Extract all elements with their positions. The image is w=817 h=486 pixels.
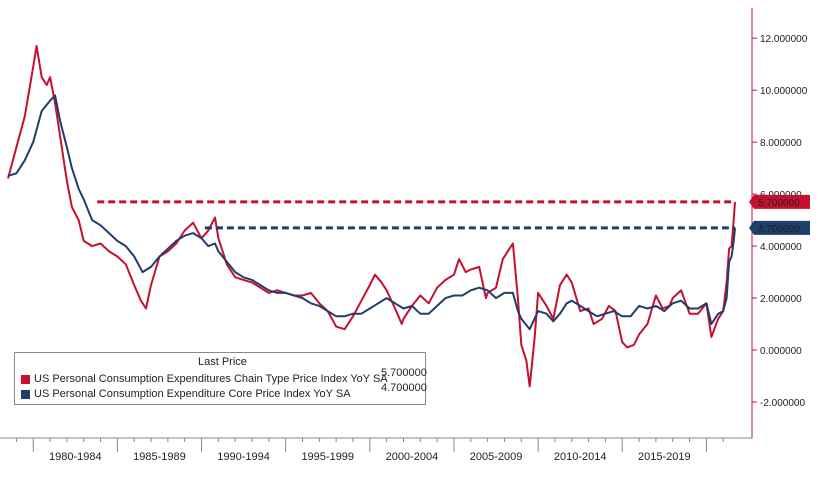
- x-axis-tick-marks: [15, 438, 724, 452]
- y-tick-label: 0.000000: [760, 346, 802, 357]
- y-tick-label: -2.000000: [760, 398, 805, 409]
- series-line-headline-pce: [7, 45, 736, 388]
- legend-label: US Personal Consumption Expenditure Core…: [34, 388, 351, 400]
- legend-title: Last Price: [198, 356, 247, 368]
- legend-label: US Personal Consumption Expenditures Cha…: [34, 373, 388, 385]
- series-line-core-pce: [7, 94, 736, 331]
- x-tick-label: 1985-1989: [133, 451, 186, 463]
- y-tick-label: 4.000000: [760, 242, 802, 253]
- last-value-flag-headline: 5.700000: [749, 194, 810, 209]
- y-axis-tick-marks: [752, 37, 757, 403]
- last-value-flag-text: 4.700000: [758, 224, 800, 235]
- y-tick-label: 12.000000: [760, 34, 808, 45]
- x-tick-label: 1995-1999: [301, 451, 354, 463]
- y-tick-label: 10.000000: [760, 86, 808, 97]
- legend-swatch: [21, 389, 30, 399]
- legend-item-headline: US Personal Consumption Expenditures Cha…: [21, 373, 388, 385]
- x-tick-label: 1990-1994: [217, 451, 270, 463]
- legend-value: 4.700000: [381, 382, 427, 394]
- x-tick-label: 2005-2009: [470, 451, 523, 463]
- x-axis-labels: 1980-1984 1985-1989 1990-1994 1995-1999 …: [49, 451, 691, 463]
- legend-swatch: [21, 374, 30, 384]
- last-value-flag-text: 5.700000: [758, 198, 800, 209]
- x-tick-label: 2015-2019: [638, 451, 691, 463]
- legend: Last Price US Personal Consumption Expen…: [14, 352, 427, 405]
- x-tick-label: 2010-2014: [554, 451, 607, 463]
- y-tick-label: 2.000000: [760, 294, 802, 305]
- y-tick-label: 8.000000: [760, 138, 802, 149]
- legend-value: 5.700000: [381, 367, 427, 379]
- x-tick-label: 1980-1984: [49, 451, 102, 463]
- last-value-flag-core: 4.700000: [749, 220, 810, 235]
- legend-item-core: US Personal Consumption Expenditure Core…: [21, 388, 351, 400]
- x-tick-label: 2000-2004: [386, 451, 439, 463]
